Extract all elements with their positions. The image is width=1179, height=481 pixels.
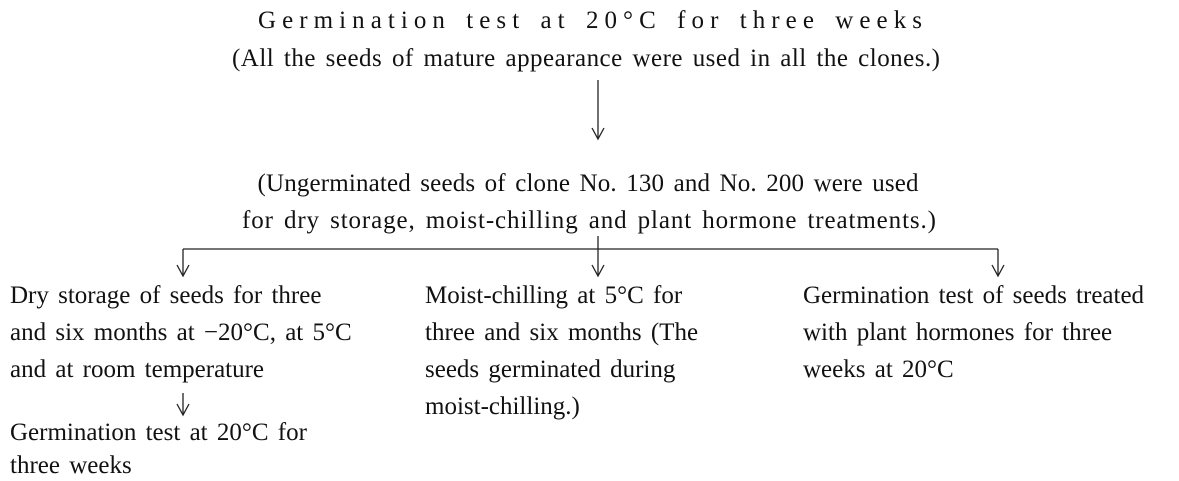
branch-line: with plant hormones for three xyxy=(803,319,1112,346)
branch-line: Moist-chilling at 5°C for xyxy=(425,282,683,309)
result-line: Germination test at 20°C for xyxy=(10,419,308,446)
header-line: (All the seeds of mature appearance were… xyxy=(232,45,940,72)
branch-line: three and six months (The xyxy=(425,319,698,346)
branch-line: weeks at 20°C xyxy=(803,356,954,383)
intermediate-line: for dry storage, moist-chilling and plan… xyxy=(242,207,936,234)
header-line: Germination test at 20°C for three weeks xyxy=(258,7,922,34)
intermediate-line: (Ungerminated seeds of clone No. 130 and… xyxy=(258,170,920,197)
result-line: three weeks xyxy=(10,452,132,479)
branch-line: Germination test of seeds treated xyxy=(803,282,1145,309)
branch-line: Dry storage of seeds for three xyxy=(10,282,321,309)
branch-line: seeds germinated during xyxy=(425,356,676,383)
branch-connector xyxy=(176,236,1005,278)
branch-line: and six months at −20°C, at 5°C xyxy=(10,319,352,346)
arrow xyxy=(176,393,190,417)
arrow xyxy=(591,80,605,141)
branch-line: and at room temperature xyxy=(10,356,264,383)
branch-line: moist-chilling.) xyxy=(425,393,580,420)
